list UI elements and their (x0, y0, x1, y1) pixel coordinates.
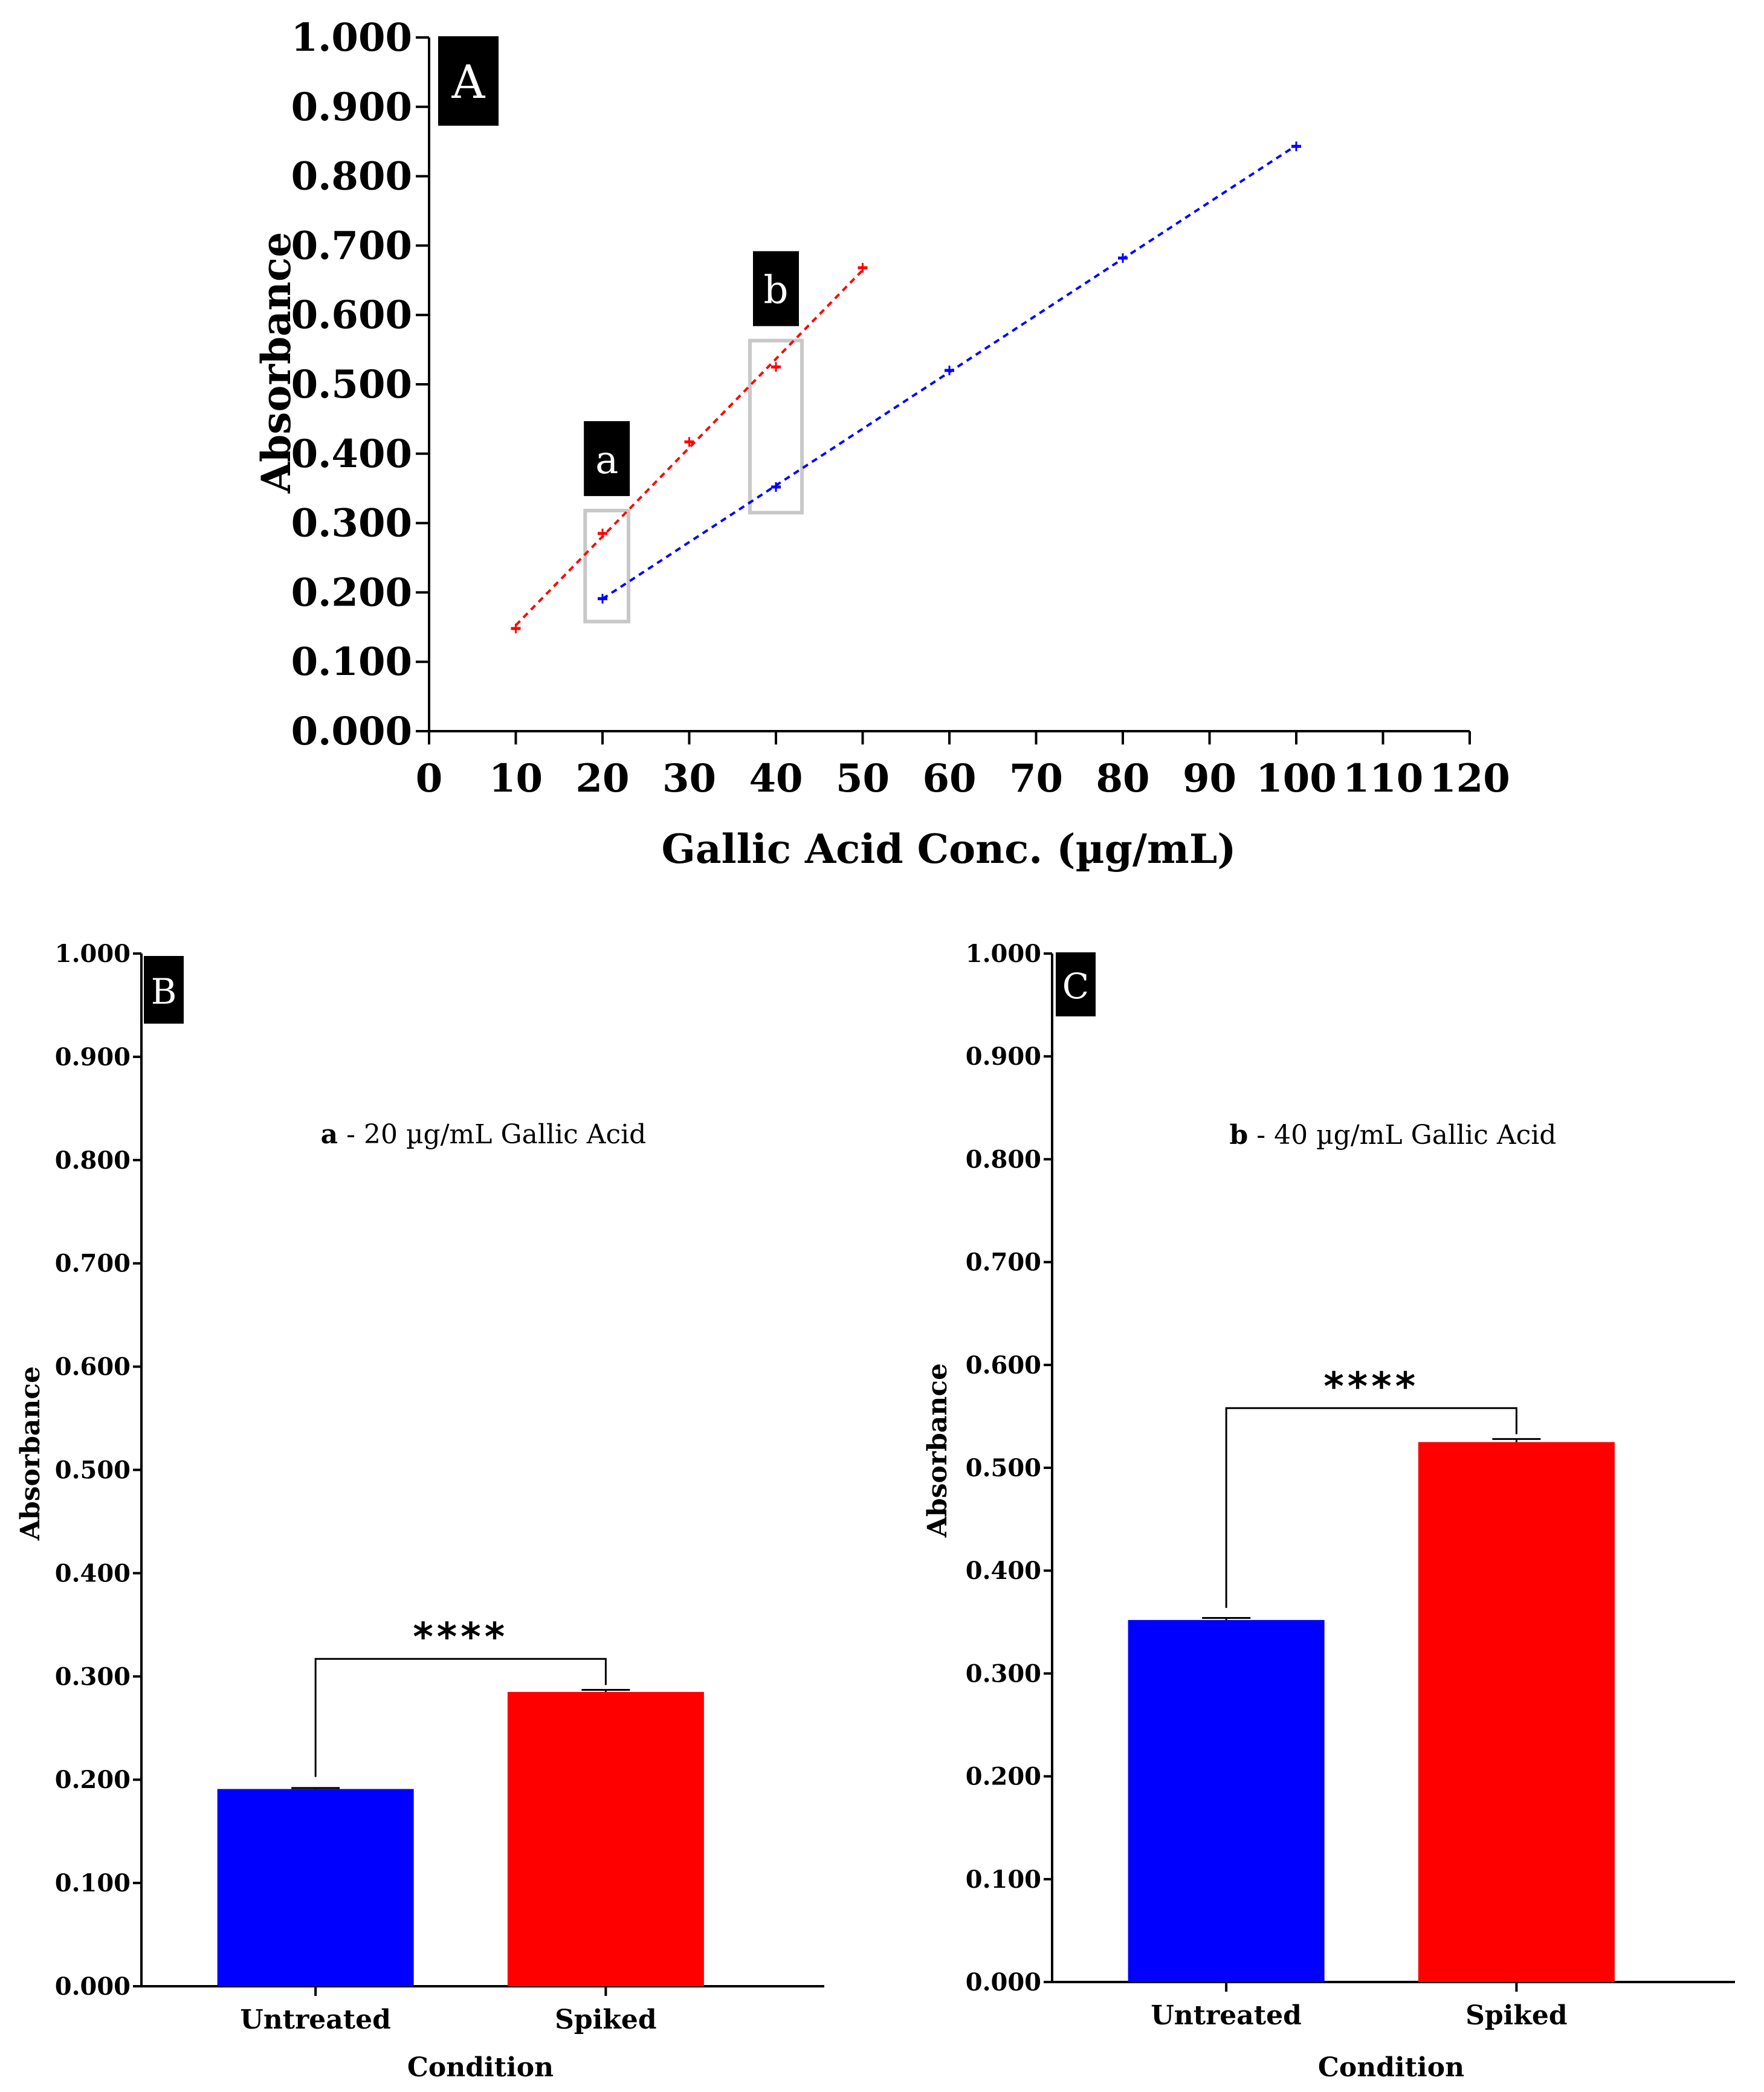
panel-b-axes: 0.000 0.100 0.200 0.300 0.400 0.500 0.600 0.700… (55, 940, 824, 2035)
panel-a-y-tick-label: 0.600 (291, 292, 412, 338)
panel-b-significance-stars: **** (413, 1615, 508, 1660)
panel-a-x-tick-label: 10 (489, 756, 543, 801)
panel-b-label: B (151, 971, 177, 1012)
panel-b-bar (507, 1691, 704, 1986)
panel-c-x-tick-label: Spiked (1465, 2000, 1568, 2031)
panel-c-y-tick-label: 0.100 (966, 1865, 1041, 1894)
panel-c-annotation-text: - 40 µg/mL Gallic Acid (1248, 1120, 1556, 1151)
panel-c-bar (1128, 1619, 1325, 1982)
panel-c-y-tick-label: 0.500 (966, 1454, 1041, 1482)
panel-a: A 0.000 0.100 0.200 0.300 0.400 0.500 0.600 0.7… (253, 15, 1510, 873)
panel-b-y-tick-label: 0.800 (55, 1146, 131, 1175)
panel-c: C b - 40 µg/mL Gallic Acid 0.000 0.100 0.2… (922, 940, 1735, 2083)
panel-a-highlight-boxes: ab (583, 251, 804, 624)
panel-b-y-tick-label: 0.900 (55, 1043, 131, 1071)
panel-c-y-tick-label: 0.800 (966, 1145, 1041, 1174)
panel-c-y-tick-label: 0.700 (966, 1248, 1041, 1277)
panel-b-y-tick-label: 0.500 (55, 1456, 131, 1485)
panel-a-x-tick-label: 30 (662, 756, 716, 801)
panel-a-highlight-box (748, 338, 804, 515)
panel-a-y-tick-label: 0.500 (291, 362, 412, 407)
panel-c-y-tick-label: 0.300 (966, 1659, 1041, 1688)
panel-b-annotation-letter: a (321, 1119, 338, 1150)
panel-a-label-box (438, 36, 499, 126)
panel-a-x-axis-label: Gallic Acid Conc. (µg/mL) (661, 825, 1236, 873)
panel-a-y-tick-label: 0.300 (291, 501, 412, 546)
panel-b-y-tick-label: 0.000 (55, 1972, 131, 2001)
panel-b-y-tick-label: 0.200 (55, 1766, 131, 1794)
panel-a-x-tick-label: 0 (416, 756, 443, 801)
panel-b-bars: **** (217, 1615, 704, 1986)
panel-c-y-tick-label: 1.000 (966, 940, 1041, 968)
panel-a-y-tick-label: 0.000 (291, 709, 412, 754)
panel-a-y-tick-label: 0.800 (291, 154, 412, 199)
panel-c-y-tick-label: 0.600 (966, 1351, 1041, 1380)
panel-c-x-tick-label: Untreated (1151, 2000, 1301, 2031)
panel-c-bars: **** (1128, 1364, 1615, 1982)
panel-a-highlight-box (583, 508, 631, 624)
panel-a-x-tick-label: 50 (836, 756, 890, 801)
panel-c-label-box (1056, 952, 1096, 1016)
panel-a-fit-line (515, 269, 864, 627)
panel-b-significance-bracket (314, 1658, 607, 1777)
panel-b-bar (217, 1789, 414, 1986)
panel-a-x-tick-label: 60 (922, 756, 976, 801)
panel-c-y-tick-label: 0.400 (966, 1557, 1041, 1585)
panel-a-y-tick-label: 0.900 (291, 85, 412, 130)
panel-a-axes: 0.000 0.100 0.200 0.300 0.400 0.500 0.600 0.700… (291, 15, 1510, 801)
panel-b-x-tick-label: Spiked (555, 2004, 657, 2035)
panel-a-x-tick-label: 120 (1429, 756, 1510, 801)
panel-a-highlight-tag: a (595, 438, 618, 483)
panel-c-y-axis-label: Absorbance (922, 1363, 953, 1538)
panel-a-x-tick-label: 40 (749, 756, 803, 801)
panel-c-significance-stars: **** (1323, 1364, 1419, 1409)
panel-b-y-tick-label: 0.400 (55, 1559, 131, 1587)
panel-a-series (511, 141, 1301, 634)
panel-b: B a - 20 µg/mL Gallic Acid 0.000 0.100 0.2… (15, 940, 824, 2083)
panel-c-label: C (1062, 966, 1089, 1007)
panel-a-x-tick-label: 100 (1256, 756, 1337, 801)
panel-a-y-tick-label: 0.400 (291, 431, 412, 477)
panel-a-x-tick-label: 80 (1096, 756, 1149, 801)
panel-a-y-axis-label: Absorbance (253, 232, 300, 494)
panel-a-highlight-tag-box (753, 251, 799, 326)
panel-b-x-axis-label: Condition (407, 2052, 554, 2083)
panel-a-x-tick-label: 90 (1183, 756, 1236, 801)
panel-b-y-tick-label: 0.700 (55, 1250, 131, 1278)
panel-a-label: A (451, 55, 486, 109)
panel-c-y-tick-label: 0.900 (966, 1042, 1041, 1071)
panel-a-x-tick-label: 20 (575, 756, 629, 801)
panel-c-y-tick-label: 0.000 (966, 1968, 1041, 1997)
panel-b-x-tick-label: Untreated (240, 2004, 390, 2035)
panel-c-annotation-letter: b (1230, 1120, 1249, 1151)
panel-b-y-tick-label: 0.100 (55, 1869, 131, 1897)
panel-c-y-tick-label: 0.200 (966, 1763, 1041, 1791)
panel-b-y-axis-label: Absorbance (15, 1366, 46, 1541)
panel-c-axes: 0.000 0.100 0.200 0.300 0.400 0.500 0.600 0.700… (966, 940, 1735, 2031)
panel-c-x-axis-label: Condition (1318, 2052, 1464, 2083)
panel-a-y-tick-label: 1.000 (291, 15, 412, 60)
panel-b-y-tick-label: 0.600 (55, 1353, 131, 1381)
panel-a-x-tick-label: 110 (1343, 756, 1424, 801)
panel-a-highlight-tag-box (584, 421, 630, 496)
panel-a-y-tick-label: 0.100 (291, 639, 412, 685)
panel-c-significance-bracket (1225, 1407, 1517, 1608)
panel-a-highlight-tag: b (764, 268, 789, 313)
panel-a-y-tick-label: 0.700 (291, 223, 412, 268)
panel-c-bar (1418, 1442, 1615, 1982)
panel-a-x-tick-label: 70 (1009, 756, 1063, 801)
panel-b-y-tick-label: 0.300 (55, 1662, 131, 1691)
panel-b-annotation: a - 20 µg/mL Gallic Acid (321, 1119, 647, 1150)
panel-a-y-tick-label: 0.200 (291, 570, 412, 615)
panel-b-annotation-text: - 20 µg/mL Gallic Acid (338, 1119, 646, 1150)
panel-b-y-tick-label: 1.000 (55, 940, 131, 968)
panel-b-label-box (144, 956, 184, 1024)
panel-c-annotation: b - 40 µg/mL Gallic Acid (1230, 1120, 1557, 1151)
